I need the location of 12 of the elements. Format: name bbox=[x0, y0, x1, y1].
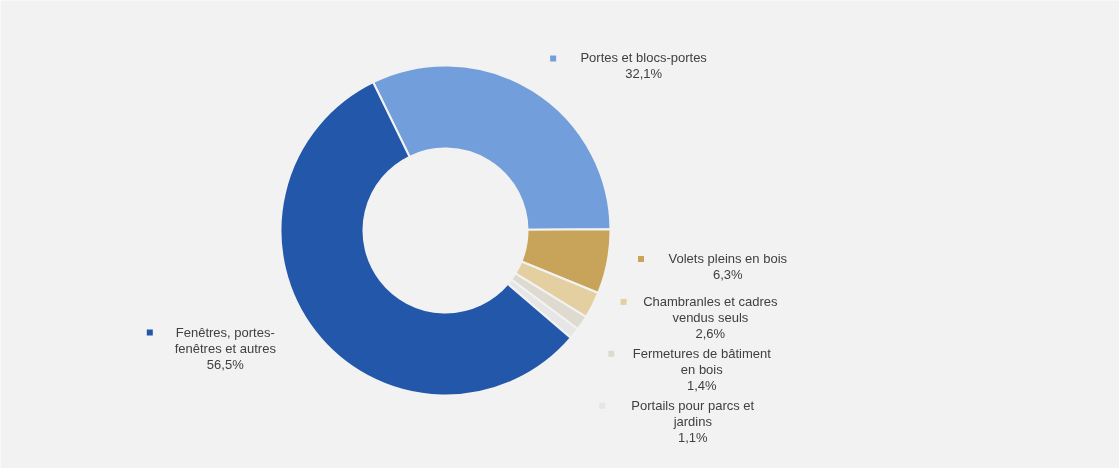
data-label: 1,4% bbox=[686, 377, 718, 393]
legend-label: Volets pleins en bois bbox=[668, 251, 788, 266]
legend-label: Fenêtres, portes-fenêtres et autres bbox=[174, 324, 277, 356]
data-label: 6,3% bbox=[712, 267, 744, 282]
data-label: 32,1% bbox=[625, 66, 663, 82]
legend-label: Portes et blocs-portes bbox=[580, 50, 708, 66]
legend-label: Portails pour parcs et jardins bbox=[631, 397, 755, 429]
data-label: 2,6% bbox=[695, 325, 726, 341]
data-label: 56,5% bbox=[206, 356, 245, 372]
legend-label: Chambranles et cadres vendus seuls bbox=[643, 293, 779, 325]
legend-label: Fermetures de bâtiment en bois bbox=[632, 345, 772, 377]
data-label: 1,1% bbox=[677, 429, 709, 445]
